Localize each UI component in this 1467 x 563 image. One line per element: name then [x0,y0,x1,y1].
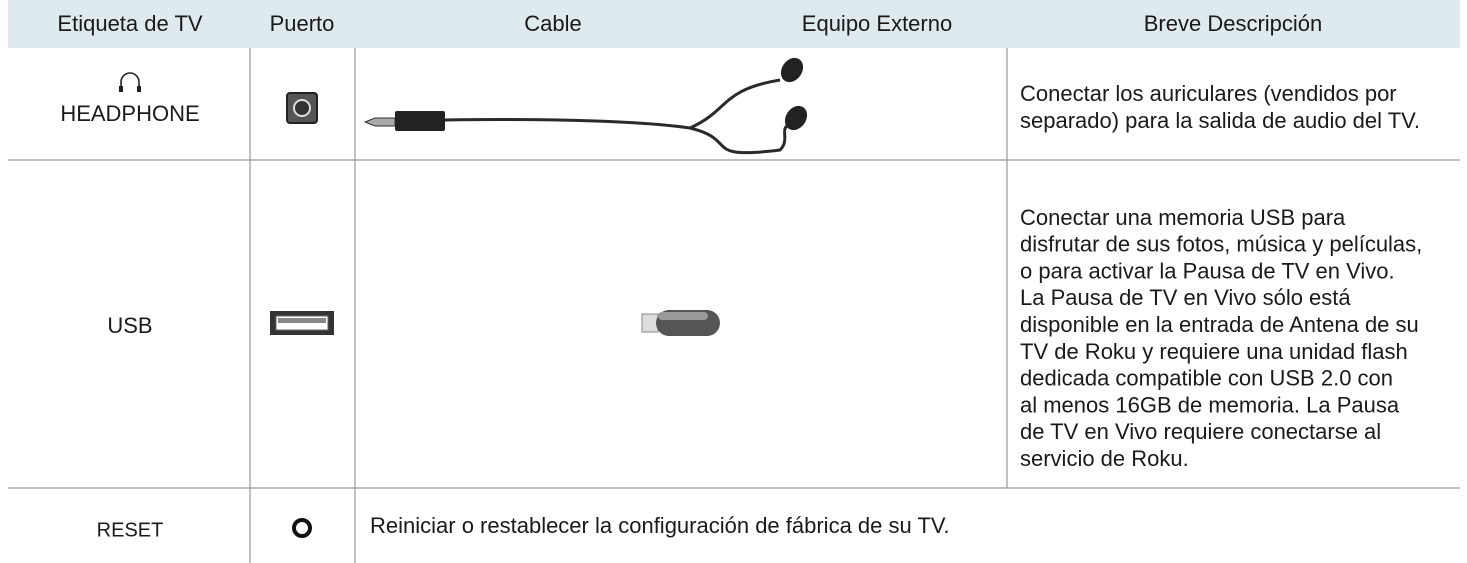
description-line: Reiniciar o restablecer la configuración… [370,513,950,538]
headphone-icon [119,86,123,92]
description-line: servicio de Roku. [1020,446,1189,471]
description-line: Conectar una memoria USB para [1020,205,1346,230]
cable-plug [363,117,396,127]
cable [444,78,781,130]
headphone-icon [120,72,140,88]
description-line: de TV en Vivo requiere conectarse al [1020,419,1381,444]
header-background [8,0,1460,48]
row-label: RESET [97,519,164,541]
header-cell: Breve Descripción [1144,11,1323,36]
header-cell: Cable [524,11,581,36]
header-cell: Etiqueta de TV [57,11,202,36]
row-label: HEADPHONE [60,101,199,126]
earbud [780,57,804,83]
reset-port [292,518,312,538]
description-line: disfrutar de sus fotos, música y películ… [1020,232,1422,257]
description-line: dedicada compatible con USB 2.0 con [1020,366,1393,391]
header-cell: Puerto [270,11,335,36]
description-line: TV de Roku y requiere una unidad flash [1020,339,1408,364]
earbud [784,105,808,131]
headphone-port [293,99,311,117]
cable [689,123,790,155]
usb-port [278,318,326,323]
row-label: USB [107,313,152,338]
usb-stick [658,312,708,320]
description-line: Conectar los auriculares (vendidos por [1020,81,1397,106]
cable-plug [395,111,445,131]
header-cell: Equipo Externo [802,11,952,36]
description-line: al menos 16GB de memoria. La Pausa [1020,392,1400,417]
description-line: separado) para la salida de audio del TV… [1020,108,1420,133]
description-line: o para activar la Pausa de TV en Vivo. [1020,258,1395,283]
descriptions: Conectar los auriculares (vendidos porse… [370,81,1422,538]
usb-stick [641,313,659,333]
description-line: La Pausa de TV en Vivo sólo está [1020,285,1351,310]
description-line: disponible en la entrada de Antena de su [1020,312,1419,337]
headphone-icon [137,86,141,92]
